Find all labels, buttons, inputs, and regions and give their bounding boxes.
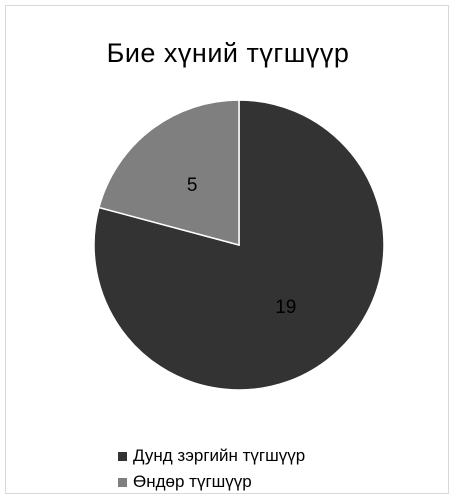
pie-slice-1 <box>98 99 240 246</box>
legend-swatch-high <box>118 477 127 487</box>
legend-item-moderate: Дунд зэргийн түгшүүр <box>118 443 305 469</box>
legend-label-high: Өндөр түгшүүр <box>133 472 252 491</box>
legend: Дунд зэргийн түгшүүр Өндөр түгшүүр <box>118 443 305 495</box>
pie-chart: 19 5 <box>93 99 385 391</box>
legend-item-high: Өндөр түгшүүр <box>118 469 305 495</box>
pie-slice-0 <box>93 99 385 391</box>
legend-swatch-moderate <box>118 451 127 461</box>
pie-data-label-0: 19 <box>275 297 296 318</box>
chart-area: Бие хүний түгшүүр 19 5 Дунд зэргийн түгшү… <box>5 5 449 494</box>
legend-label-moderate: Дунд зэргийн түгшүүр <box>133 446 306 465</box>
chart-title: Бие хүний түгшүүр <box>106 38 350 68</box>
pie-data-label-1: 5 <box>187 175 198 196</box>
